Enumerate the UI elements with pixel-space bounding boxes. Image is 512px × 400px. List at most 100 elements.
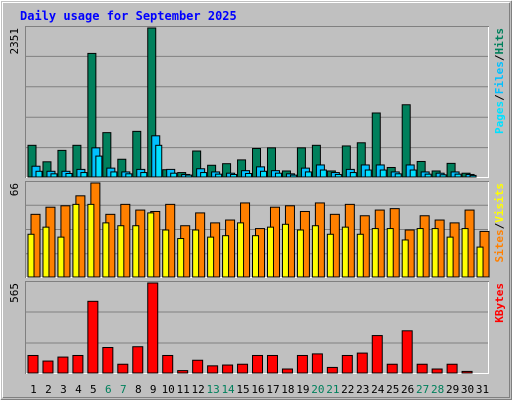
bar-visits-day-9 bbox=[147, 212, 155, 278]
x-tick-label-28: 28 bbox=[431, 383, 444, 396]
x-tick-label-9: 9 bbox=[150, 383, 157, 396]
x-tick-label-25: 25 bbox=[386, 383, 399, 396]
legend: KBytes bbox=[493, 283, 506, 323]
bar-kbytes-day-19 bbox=[296, 354, 308, 374]
bar-pages-day-11 bbox=[185, 174, 193, 178]
bar-pages-day-1 bbox=[35, 170, 43, 178]
legend-separator: / bbox=[493, 222, 506, 229]
y-max-label: 66 bbox=[8, 183, 21, 196]
legend-entry-sites: Sites bbox=[493, 229, 506, 262]
legend-entry-kbytes: KBytes bbox=[493, 283, 506, 323]
bar-pages-day-12 bbox=[200, 172, 208, 178]
chart-panel-1: 2351 Pages/Files/Hits bbox=[8, 26, 506, 178]
bar-kbytes-day-22 bbox=[341, 354, 353, 374]
bar-visits-day-11 bbox=[177, 238, 185, 278]
bar-pages-day-17 bbox=[274, 172, 282, 178]
bar-pages-day-26 bbox=[409, 169, 417, 178]
x-tick-label-3: 3 bbox=[60, 383, 67, 396]
x-tick-label-26: 26 bbox=[401, 383, 414, 396]
bar-pages-day-15 bbox=[245, 173, 253, 178]
bar-visits-day-3 bbox=[57, 236, 65, 278]
bar-pages-day-22 bbox=[349, 172, 357, 178]
bar-visits-day-31 bbox=[476, 246, 484, 278]
bar-visits-day-4 bbox=[72, 203, 80, 278]
bar-visits-day-14 bbox=[222, 235, 230, 278]
bar-visits-day-1 bbox=[27, 233, 35, 278]
bar-visits-day-15 bbox=[237, 222, 245, 278]
bar-visits-day-26 bbox=[401, 239, 409, 278]
bar-visits-day-7 bbox=[117, 225, 125, 278]
x-tick-label-12: 12 bbox=[192, 383, 205, 396]
bar-visits-day-24 bbox=[371, 228, 379, 278]
bar-kbytes-day-7 bbox=[117, 363, 129, 374]
bar-kbytes-day-6 bbox=[102, 347, 114, 374]
bar-kbytes-day-4 bbox=[72, 354, 84, 374]
bar-pages-day-27 bbox=[424, 173, 432, 178]
bar-pages-day-13 bbox=[215, 173, 223, 178]
x-tick-label-5: 5 bbox=[90, 383, 97, 396]
bar-visits-day-30 bbox=[461, 228, 469, 278]
bar-kbytes-day-15 bbox=[237, 363, 249, 374]
bar-visits-day-10 bbox=[162, 229, 170, 278]
bar-visits-day-23 bbox=[356, 233, 364, 278]
x-tick-label-14: 14 bbox=[221, 383, 235, 396]
bar-visits-day-12 bbox=[192, 229, 200, 278]
bar-visits-day-21 bbox=[326, 233, 334, 278]
bar-pages-day-8 bbox=[140, 172, 148, 178]
y-max-label: 2351 bbox=[8, 28, 21, 55]
y-max-label: 565 bbox=[8, 283, 21, 303]
bar-pages-day-16 bbox=[260, 170, 268, 178]
bar-kbytes-day-23 bbox=[356, 352, 368, 374]
bar-visits-day-5 bbox=[87, 203, 95, 278]
bar-kbytes-day-9 bbox=[147, 282, 159, 374]
x-tick-label-4: 4 bbox=[75, 383, 82, 396]
bar-kbytes-day-16 bbox=[252, 354, 264, 374]
x-tick-label-2: 2 bbox=[45, 383, 52, 396]
bar-kbytes-day-18 bbox=[281, 368, 293, 374]
bar-kbytes-day-2 bbox=[42, 360, 54, 374]
bar-kbytes-day-10 bbox=[162, 354, 174, 374]
x-tick-label-15: 15 bbox=[236, 383, 249, 396]
bar-pages-day-30 bbox=[469, 174, 477, 178]
bar-kbytes-day-11 bbox=[177, 370, 189, 374]
bar-kbytes-day-5 bbox=[87, 300, 99, 374]
legend-entry-visits: Visits bbox=[493, 183, 506, 223]
bar-kbytes-day-17 bbox=[266, 354, 278, 374]
bar-kbytes-day-1 bbox=[27, 354, 39, 374]
bar-pages-day-10 bbox=[170, 172, 178, 178]
bar-pages-day-21 bbox=[334, 173, 342, 178]
x-tick-label-21: 21 bbox=[326, 383, 339, 396]
legend-separator: / bbox=[493, 94, 506, 101]
x-tick-label-20: 20 bbox=[311, 383, 324, 396]
bar-visits-day-2 bbox=[42, 226, 50, 278]
legend-entry-pages: Pages bbox=[493, 101, 506, 134]
x-axis-tick-labels: 1 2 3 4 5 6 7 8 9 10 11 12 13 14 15 16 17 18 19 20 21 22 23 24 2… bbox=[30, 383, 489, 396]
x-tick-label-16: 16 bbox=[251, 383, 264, 396]
chart-title: Daily usage for September 2025 bbox=[20, 9, 237, 23]
bar-kbytes-day-14 bbox=[222, 364, 234, 374]
bar-pages-day-4 bbox=[80, 172, 88, 178]
bar-visits-day-16 bbox=[252, 235, 260, 278]
legend: Pages/Files/Hits bbox=[493, 28, 506, 134]
bar-kbytes-day-12 bbox=[192, 359, 204, 374]
bar-pages-day-20 bbox=[319, 169, 327, 178]
bar-kbytes-day-26 bbox=[401, 330, 413, 374]
bar-pages-day-25 bbox=[394, 173, 402, 178]
bar-pages-day-29 bbox=[454, 173, 462, 178]
bar-visits-day-28 bbox=[431, 228, 439, 278]
x-tick-label-17: 17 bbox=[266, 383, 279, 396]
bar-pages-day-9 bbox=[155, 144, 163, 178]
x-tick-label-31: 31 bbox=[476, 383, 489, 396]
x-tick-label-11: 11 bbox=[177, 383, 190, 396]
x-tick-label-1: 1 bbox=[30, 383, 37, 396]
bar-visits-day-25 bbox=[386, 228, 394, 278]
x-tick-label-29: 29 bbox=[446, 383, 459, 396]
x-tick-label-18: 18 bbox=[281, 383, 294, 396]
bar-kbytes-day-28 bbox=[431, 368, 443, 374]
bar-pages-day-3 bbox=[65, 173, 73, 178]
x-tick-label-10: 10 bbox=[162, 383, 175, 396]
bar-pages-day-2 bbox=[50, 173, 58, 178]
x-tick-label-23: 23 bbox=[356, 383, 369, 396]
